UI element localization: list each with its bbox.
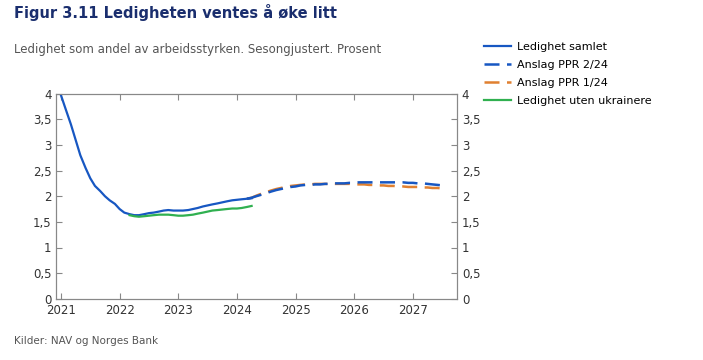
Text: Kilder: NAV og Norges Bank: Kilder: NAV og Norges Bank xyxy=(14,336,158,346)
Legend: Ledighet samlet, Anslag PPR 2/24, Anslag PPR 1/24, Ledighet uten ukrainere: Ledighet samlet, Anslag PPR 2/24, Anslag… xyxy=(484,41,652,106)
Text: Ledighet som andel av arbeidsstyrken. Sesongjustert. Prosent: Ledighet som andel av arbeidsstyrken. Se… xyxy=(14,43,381,56)
Text: Figur 3.11 Ledigheten ventes å øke litt: Figur 3.11 Ledigheten ventes å øke litt xyxy=(14,4,337,21)
